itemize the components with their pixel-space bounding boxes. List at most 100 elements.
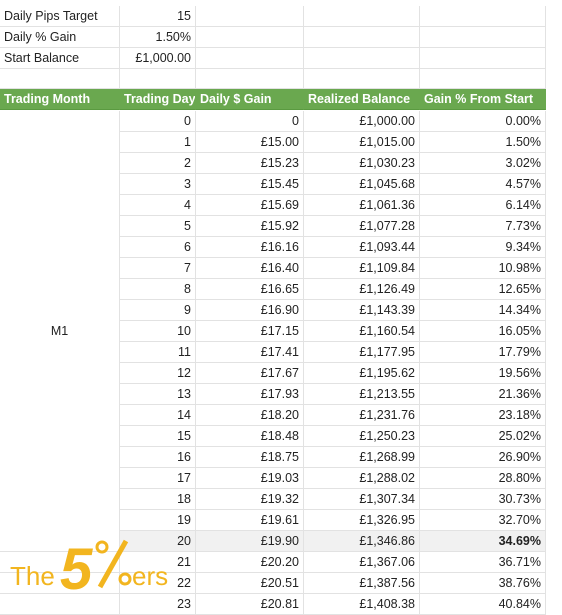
table-cell[interactable]: 40.84%: [420, 594, 546, 615]
table-cell[interactable]: £1,177.95: [304, 342, 420, 363]
table-cell[interactable]: £1,015.00: [304, 132, 420, 153]
table-cell[interactable]: £16.16: [196, 237, 304, 258]
trading-month-cell[interactable]: M1: [0, 111, 120, 552]
table-cell[interactable]: 17: [120, 468, 196, 489]
table-cell[interactable]: £1,307.34: [304, 489, 420, 510]
empty-cell[interactable]: [196, 48, 304, 69]
empty-cell[interactable]: [120, 69, 196, 89]
empty-cell[interactable]: [420, 27, 546, 48]
table-cell[interactable]: £16.90: [196, 300, 304, 321]
table-cell[interactable]: 26.90%: [420, 447, 546, 468]
table-cell[interactable]: 30.73%: [420, 489, 546, 510]
table-cell[interactable]: £1,250.23: [304, 426, 420, 447]
table-cell[interactable]: £1,093.44: [304, 237, 420, 258]
table-cell[interactable]: £1,126.49: [304, 279, 420, 300]
table-cell[interactable]: £1,231.76: [304, 405, 420, 426]
settings-value-cell[interactable]: 15: [120, 6, 196, 27]
empty-cell[interactable]: [420, 48, 546, 69]
table-cell[interactable]: 12: [120, 363, 196, 384]
table-cell[interactable]: £17.67: [196, 363, 304, 384]
table-cell[interactable]: £1,408.38: [304, 594, 420, 615]
table-cell[interactable]: £1,213.55: [304, 384, 420, 405]
table-cell[interactable]: 34.69%: [420, 531, 546, 552]
table-cell[interactable]: £20.51: [196, 573, 304, 594]
table-cell[interactable]: 7.73%: [420, 216, 546, 237]
table-cell[interactable]: £19.90: [196, 531, 304, 552]
table-cell[interactable]: £16.65: [196, 279, 304, 300]
table-cell[interactable]: 28.80%: [420, 468, 546, 489]
table-cell[interactable]: £1,346.86: [304, 531, 420, 552]
settings-value-cell[interactable]: £1,000.00: [120, 48, 196, 69]
table-cell[interactable]: 19: [120, 510, 196, 531]
table-cell[interactable]: £1,387.56: [304, 573, 420, 594]
table-cell[interactable]: 22: [120, 573, 196, 594]
column-header-4[interactable]: Gain % From Start: [420, 89, 546, 110]
table-cell[interactable]: £15.69: [196, 195, 304, 216]
table-cell[interactable]: £1,045.68: [304, 174, 420, 195]
table-cell[interactable]: £1,288.02: [304, 468, 420, 489]
table-cell[interactable]: £17.15: [196, 321, 304, 342]
table-cell[interactable]: £19.03: [196, 468, 304, 489]
table-cell[interactable]: £20.81: [196, 594, 304, 615]
table-cell[interactable]: 9.34%: [420, 237, 546, 258]
table-cell[interactable]: 32.70%: [420, 510, 546, 531]
empty-cell[interactable]: [420, 6, 546, 27]
empty-cell[interactable]: [0, 69, 120, 89]
table-cell[interactable]: 10: [120, 321, 196, 342]
empty-cell[interactable]: [304, 27, 420, 48]
table-cell[interactable]: £1,000.00: [304, 111, 420, 132]
table-cell[interactable]: £15.92: [196, 216, 304, 237]
table-cell[interactable]: £1,268.99: [304, 447, 420, 468]
table-cell[interactable]: £18.75: [196, 447, 304, 468]
table-cell[interactable]: 21: [120, 552, 196, 573]
empty-cell[interactable]: [304, 69, 420, 89]
table-cell[interactable]: 10.98%: [420, 258, 546, 279]
table-cell[interactable]: 15: [120, 426, 196, 447]
settings-label-cell[interactable]: Daily % Gain: [0, 27, 120, 48]
empty-cell[interactable]: [420, 69, 546, 89]
table-cell[interactable]: 1.50%: [420, 132, 546, 153]
table-cell[interactable]: £1,061.36: [304, 195, 420, 216]
table-cell[interactable]: 16.05%: [420, 321, 546, 342]
table-cell[interactable]: £15.00: [196, 132, 304, 153]
settings-label-cell[interactable]: Daily Pips Target: [0, 6, 120, 27]
table-cell[interactable]: 14: [120, 405, 196, 426]
table-cell[interactable]: 8: [120, 279, 196, 300]
empty-cell[interactable]: [0, 552, 120, 573]
column-header-2[interactable]: Daily $ Gain: [196, 89, 304, 110]
table-cell[interactable]: 38.76%: [420, 573, 546, 594]
table-cell[interactable]: 9: [120, 300, 196, 321]
empty-cell[interactable]: [304, 48, 420, 69]
empty-cell[interactable]: [196, 27, 304, 48]
table-cell[interactable]: £1,143.39: [304, 300, 420, 321]
table-cell[interactable]: 17.79%: [420, 342, 546, 363]
table-cell[interactable]: £18.48: [196, 426, 304, 447]
table-cell[interactable]: 3: [120, 174, 196, 195]
column-header-3[interactable]: Realized Balance: [304, 89, 420, 110]
table-cell[interactable]: £17.41: [196, 342, 304, 363]
table-cell[interactable]: 0.00%: [420, 111, 546, 132]
table-cell[interactable]: 16: [120, 447, 196, 468]
table-cell[interactable]: 6: [120, 237, 196, 258]
table-cell[interactable]: £1,160.54: [304, 321, 420, 342]
table-cell[interactable]: 36.71%: [420, 552, 546, 573]
settings-value-cell[interactable]: 1.50%: [120, 27, 196, 48]
table-cell[interactable]: £18.20: [196, 405, 304, 426]
table-cell[interactable]: 5: [120, 216, 196, 237]
table-cell[interactable]: 21.36%: [420, 384, 546, 405]
table-cell[interactable]: 4: [120, 195, 196, 216]
table-cell[interactable]: 19.56%: [420, 363, 546, 384]
table-cell[interactable]: 3.02%: [420, 153, 546, 174]
table-cell[interactable]: 0: [196, 111, 304, 132]
empty-cell[interactable]: [196, 6, 304, 27]
table-cell[interactable]: 14.34%: [420, 300, 546, 321]
table-cell[interactable]: 6.14%: [420, 195, 546, 216]
table-cell[interactable]: 1: [120, 132, 196, 153]
table-cell[interactable]: £1,326.95: [304, 510, 420, 531]
column-header-0[interactable]: Trading Month: [0, 89, 120, 110]
table-cell[interactable]: £19.32: [196, 489, 304, 510]
table-cell[interactable]: 13: [120, 384, 196, 405]
table-cell[interactable]: £19.61: [196, 510, 304, 531]
table-cell[interactable]: 11: [120, 342, 196, 363]
empty-cell[interactable]: [0, 573, 120, 594]
